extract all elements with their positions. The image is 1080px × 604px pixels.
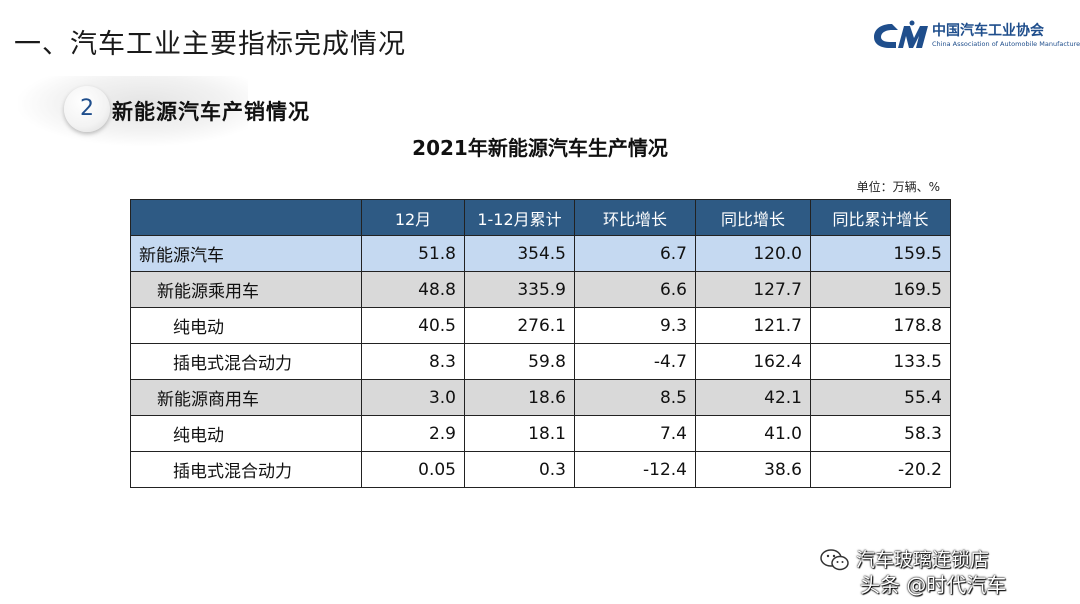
caam-logo: 中国汽车工业协会 China Association of Automobile… [872, 18, 1080, 54]
table-cell: 159.5 [810, 235, 951, 272]
table-cell: 55.4 [810, 379, 951, 416]
column-header: 同比累计增长 [810, 199, 951, 236]
table-cell: 354.5 [464, 235, 575, 272]
table-cell: -12.4 [574, 451, 696, 488]
table-cell: 6.6 [574, 271, 696, 308]
table-cell: 178.8 [810, 307, 951, 344]
table-row: 插电式混合动力 0.05 0.3 -12.4 38.6 -20.2 [130, 451, 951, 488]
page-title: 一、汽车工业主要指标完成情况 [14, 29, 406, 60]
unit-label: 单位：万辆、% [856, 180, 940, 194]
row-label: 纯电动 [130, 307, 362, 344]
row-label: 新能源乘用车 [130, 271, 362, 308]
subsection-number: 2 [64, 86, 110, 132]
table-cell: 276.1 [464, 307, 575, 344]
table-cell: 9.3 [574, 307, 696, 344]
subsection-badge: 2 [18, 76, 258, 146]
table-cell: 40.5 [361, 307, 465, 344]
logo-name-cn: 中国汽车工业协会 [932, 23, 1044, 39]
table-row: 插电式混合动力 8.3 59.8 -4.7 162.4 133.5 [130, 343, 951, 380]
column-header [130, 199, 362, 236]
table-cell: 121.7 [695, 307, 811, 344]
row-label: 纯电动 [130, 415, 362, 452]
table-cell: 51.8 [361, 235, 465, 272]
subsection-title: 新能源汽车产销情况 [112, 100, 310, 124]
table-row: 纯电动 2.9 18.1 7.4 41.0 58.3 [130, 415, 951, 452]
watermark: 汽车玻璃连锁店 头条 @时代汽车 [820, 545, 1070, 601]
table-cell: 120.0 [695, 235, 811, 272]
table-cell: 127.7 [695, 271, 811, 308]
watermark-line1: 汽车玻璃连锁店 [856, 549, 990, 571]
row-label: 插电式混合动力 [130, 451, 362, 488]
table-cell: 162.4 [695, 343, 811, 380]
table-cell: 8.3 [361, 343, 465, 380]
table-header-row: 12月 1-12月累计 环比增长 同比增长 同比累计增长 [130, 199, 951, 236]
table-cell: 335.9 [464, 271, 575, 308]
row-label: 新能源商用车 [130, 379, 362, 416]
row-label: 新能源汽车 [130, 235, 362, 272]
table-cell: 18.1 [464, 415, 575, 452]
table-row: 纯电动 40.5 276.1 9.3 121.7 178.8 [130, 307, 951, 344]
column-header: 环比增长 [574, 199, 696, 236]
wechat-icon [820, 549, 849, 571]
table-title: 2021年新能源汽车生产情况 [412, 136, 668, 160]
table-cell: 41.0 [695, 415, 811, 452]
table-cell: 2.9 [361, 415, 465, 452]
production-table: 12月 1-12月累计 环比增长 同比增长 同比累计增长 新能源汽车 51.8 35… [130, 199, 951, 488]
table-body: 新能源汽车 51.8 354.5 6.7 120.0 159.5 新能源乘用车 48.8 335… [130, 235, 951, 488]
table-cell: -4.7 [574, 343, 696, 380]
table-cell: 0.3 [464, 451, 575, 488]
table-cell: 6.7 [574, 235, 696, 272]
table-cell: -20.2 [810, 451, 951, 488]
table-cell: 18.6 [464, 379, 575, 416]
row-label: 插电式混合动力 [130, 343, 362, 380]
column-header: 12月 [361, 199, 465, 236]
table-cell: 48.8 [361, 271, 465, 308]
table-cell: 59.8 [464, 343, 575, 380]
table-row: 新能源商用车 3.0 18.6 8.5 42.1 55.4 [130, 379, 951, 416]
table-cell: 8.5 [574, 379, 696, 416]
table-row: 新能源汽车 51.8 354.5 6.7 120.0 159.5 [130, 235, 951, 272]
logo-name-en: China Association of Automobile Manufact… [932, 40, 1080, 48]
watermark-line2: 头条 @时代汽车 [860, 573, 1007, 597]
caam-logo-icon [874, 20, 928, 48]
column-header: 同比增长 [695, 199, 811, 236]
table-cell: 58.3 [810, 415, 951, 452]
table-cell: 3.0 [361, 379, 465, 416]
table-cell: 38.6 [695, 451, 811, 488]
table-cell: 0.05 [361, 451, 465, 488]
table-cell: 169.5 [810, 271, 951, 308]
column-header: 1-12月累计 [464, 199, 575, 236]
table-cell: 133.5 [810, 343, 951, 380]
table-cell: 42.1 [695, 379, 811, 416]
table-row: 新能源乘用车 48.8 335.9 6.6 127.7 169.5 [130, 271, 951, 308]
table-cell: 7.4 [574, 415, 696, 452]
